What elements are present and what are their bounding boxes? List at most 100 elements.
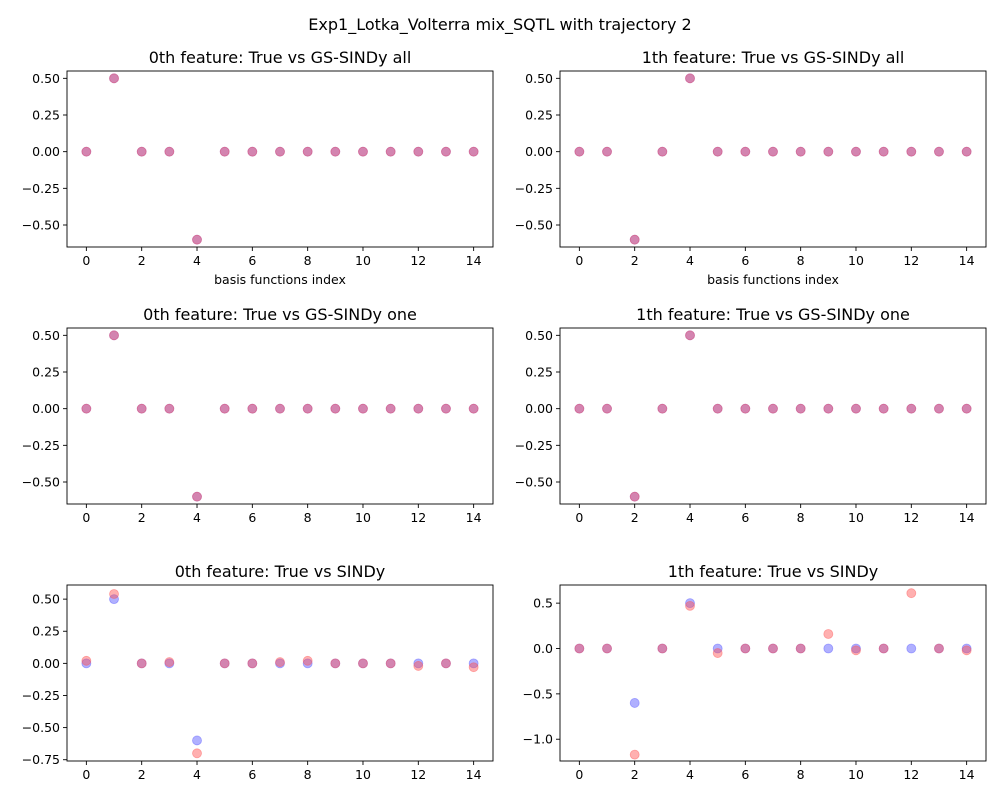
subplot-title: 0th feature: True vs GS-SINDy all — [149, 48, 412, 67]
y-tick-label: −0.25 — [22, 688, 60, 703]
data-point-true — [247, 658, 258, 669]
data-point-pred — [275, 146, 285, 157]
data-point-true — [878, 403, 889, 414]
data-point-true — [768, 403, 778, 414]
data-point-true — [219, 403, 230, 414]
subplot-title: 0th feature: True vs SINDy — [175, 562, 386, 581]
x-tick-label: 10 — [355, 510, 371, 525]
y-tick-label: 0.50 — [32, 71, 60, 86]
data-point-pred — [934, 643, 944, 654]
data-point-true — [961, 146, 972, 157]
x-tick-label: 14 — [959, 767, 975, 782]
x-tick-label: 6 — [741, 767, 749, 782]
data-point-true — [81, 403, 92, 414]
data-point-pred — [574, 146, 585, 157]
data-point-pred — [657, 643, 668, 654]
data-point-true — [740, 403, 751, 414]
figure-title: Exp1_Lotka_Volterra mix_SQTL with trajec… — [308, 15, 691, 35]
data-point-true — [823, 643, 834, 654]
data-point-true — [109, 330, 119, 341]
data-point-pred — [164, 657, 175, 667]
x-tick-label: 2 — [138, 767, 146, 782]
x-tick-label: 8 — [304, 253, 312, 268]
data-point-pred — [629, 491, 640, 502]
y-tick-label: 0.00 — [32, 656, 60, 671]
y-tick-label: −0.50 — [515, 218, 553, 233]
data-point-pred — [81, 146, 92, 157]
data-point-true — [629, 234, 640, 245]
x-tick-label: 8 — [797, 510, 805, 525]
data-point-true — [740, 643, 751, 654]
data-point-true — [192, 234, 202, 245]
x-axis-label: basis functions index — [707, 272, 839, 287]
axes-frame — [559, 584, 987, 762]
data-point-pred — [602, 146, 612, 157]
data-point-pred — [413, 661, 424, 671]
data-point-true — [851, 146, 861, 157]
x-tick-label: 4 — [686, 510, 694, 525]
data-point-pred — [657, 146, 668, 157]
data-point-pred — [302, 146, 313, 157]
data-point-pred — [330, 658, 341, 669]
data-point-true — [629, 698, 640, 708]
data-point-true — [275, 658, 285, 669]
data-point-pred — [602, 403, 612, 414]
data-point-pred — [740, 403, 751, 414]
data-point-true — [358, 658, 368, 669]
data-point-true — [961, 403, 972, 414]
y-tick-label: 0.00 — [525, 401, 553, 416]
data-point-true — [136, 146, 147, 157]
x-tick-label: 2 — [138, 510, 146, 525]
data-point-true — [878, 146, 889, 157]
data-point-true — [275, 403, 285, 414]
data-point-true — [136, 403, 147, 414]
data-point-pred — [441, 658, 451, 669]
x-tick-label: 10 — [848, 253, 864, 268]
y-tick-label: −0.25 — [515, 438, 553, 453]
x-tick-label: 6 — [741, 510, 749, 525]
subplot-0: 0th feature: True vs GS-SINDy all 0 2 4 6 8 10… — [22, 48, 494, 287]
data-point-pred — [878, 643, 889, 654]
data-point-pred — [712, 403, 723, 414]
data-point-pred — [385, 403, 396, 414]
x-tick-label: 14 — [466, 767, 482, 782]
data-point-true — [302, 658, 313, 669]
data-point-pred — [219, 658, 230, 669]
data-point-pred — [934, 403, 944, 414]
data-point-pred — [768, 643, 778, 654]
data-point-true — [934, 146, 944, 157]
data-point-pred — [795, 146, 806, 157]
data-point-true — [468, 146, 479, 157]
data-point-true — [219, 658, 230, 669]
data-point-true — [413, 403, 424, 414]
y-tick-label: −0.5 — [523, 686, 553, 701]
data-point-pred — [574, 403, 585, 414]
data-point-true — [823, 403, 834, 414]
data-point-true — [574, 643, 585, 654]
y-tick-label: 0.25 — [32, 365, 60, 380]
data-point-true — [109, 594, 119, 605]
data-point-pred — [629, 749, 640, 760]
y-tick-label: 0.25 — [525, 108, 553, 123]
y-tick-label: −0.25 — [22, 438, 60, 453]
x-tick-label: 4 — [193, 510, 201, 525]
data-point-true — [81, 146, 92, 157]
data-point-pred — [109, 73, 119, 84]
data-point-pred — [823, 629, 834, 639]
data-point-true — [685, 73, 695, 84]
x-tick-label: 8 — [797, 253, 805, 268]
data-point-true — [468, 403, 479, 414]
y-tick-label: 0.25 — [32, 624, 60, 639]
data-point-pred — [768, 403, 778, 414]
data-point-pred — [851, 403, 861, 414]
data-point-pred — [441, 403, 451, 414]
data-point-pred — [330, 403, 341, 414]
subplot-title: 1th feature: True vs SINDy — [668, 562, 879, 581]
data-point-true — [768, 643, 778, 654]
x-tick-label: 0 — [82, 767, 90, 782]
data-point-true — [768, 146, 778, 157]
data-point-pred — [657, 403, 668, 414]
data-point-true — [247, 403, 258, 414]
y-tick-label: 0.0 — [533, 641, 553, 656]
data-point-true — [385, 658, 396, 669]
